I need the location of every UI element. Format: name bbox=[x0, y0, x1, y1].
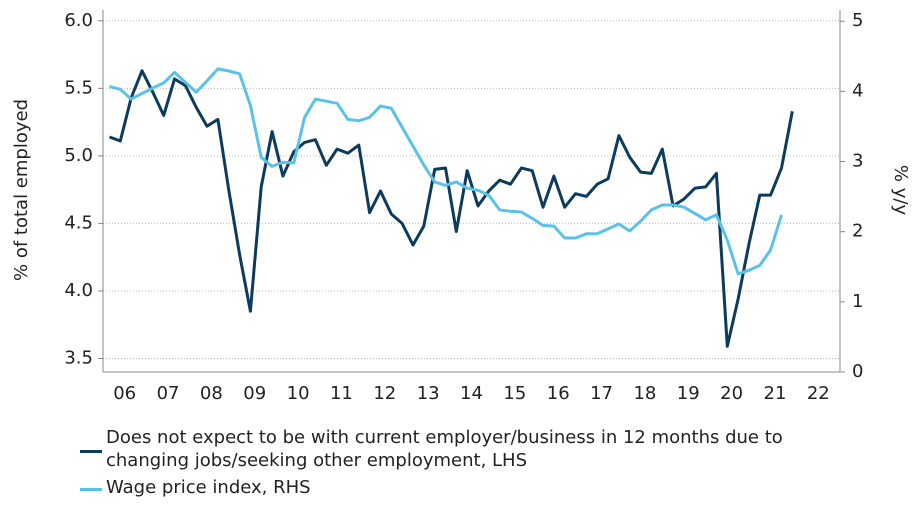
x-tick-label: 10 bbox=[287, 383, 310, 404]
x-tick-label: 19 bbox=[677, 383, 700, 404]
x-tick-label: 17 bbox=[590, 383, 613, 404]
y-tick-label: 5.0 bbox=[64, 145, 93, 166]
x-tick-label: 21 bbox=[764, 383, 787, 404]
legend-swatch bbox=[80, 488, 102, 491]
x-tick-label: 22 bbox=[807, 383, 830, 404]
x-tick-label: 16 bbox=[547, 383, 570, 404]
chart: % of total employed % y/y 3.5 4.0 4.5 5.0 5.… bbox=[11, 10, 911, 404]
x-tick-label: 15 bbox=[503, 383, 526, 404]
y2-tick-label: 4 bbox=[852, 80, 863, 101]
x-tick-label: 08 bbox=[200, 383, 223, 404]
legend-swatch bbox=[80, 450, 102, 453]
x-tick-label: 09 bbox=[243, 383, 266, 404]
y-tick-label: 6.0 bbox=[64, 10, 93, 31]
legend-item: Does not expect to be with current emplo… bbox=[80, 426, 840, 472]
x-tick-label: 11 bbox=[330, 383, 353, 404]
y-tick-label: 4.0 bbox=[64, 280, 93, 301]
x-tick-label: 06 bbox=[113, 383, 136, 404]
y2-tick-label: 3 bbox=[852, 151, 863, 172]
y-tick-label: 3.5 bbox=[64, 347, 93, 368]
x-tick-label: 13 bbox=[417, 383, 440, 404]
series-line bbox=[109, 67, 783, 276]
legend-label: Does not expect to be with current emplo… bbox=[106, 427, 783, 471]
x-tick-label: 07 bbox=[157, 383, 180, 404]
legend: Does not expect to be with current emplo… bbox=[80, 426, 840, 503]
x-tick-label: 20 bbox=[720, 383, 743, 404]
y-tick-label: 5.5 bbox=[64, 77, 93, 98]
y2-tick-label: 5 bbox=[852, 10, 863, 31]
y-tick-label: 4.5 bbox=[64, 212, 93, 233]
x-tick-label: 18 bbox=[633, 383, 656, 404]
series-line bbox=[108, 69, 794, 348]
y2-tick-label: 0 bbox=[852, 361, 863, 382]
legend-item: Wage price index, RHS bbox=[80, 476, 840, 499]
y2-tick-label: 1 bbox=[852, 291, 863, 312]
legend-label: Wage price index, RHS bbox=[106, 477, 311, 498]
y2-tick-label: 2 bbox=[852, 221, 863, 242]
y2-axis-label: % y/y bbox=[890, 165, 911, 216]
x-tick-label: 12 bbox=[373, 383, 396, 404]
y-axis-label: % of total employed bbox=[11, 99, 32, 281]
x-tick-label: 14 bbox=[460, 383, 483, 404]
